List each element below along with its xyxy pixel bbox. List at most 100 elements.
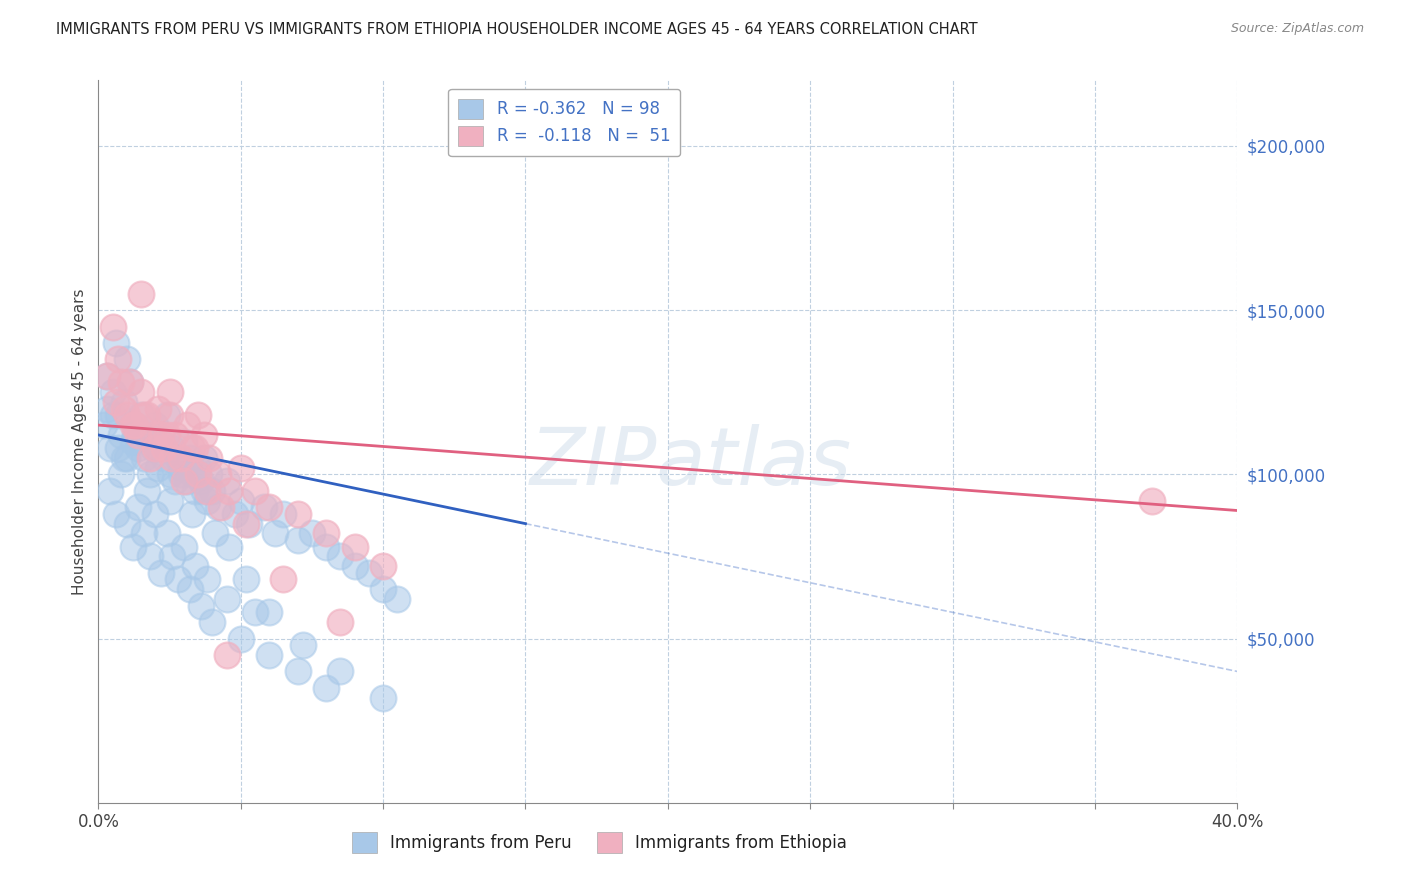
Point — [170, 460, 193, 475]
Point — [184, 483, 207, 498]
Point — [287, 507, 309, 521]
Point — [115, 516, 138, 531]
Point — [132, 409, 155, 423]
Point — [193, 428, 215, 442]
Point — [184, 559, 207, 574]
Point — [259, 500, 281, 515]
Point — [315, 681, 337, 695]
Point — [104, 507, 127, 521]
Point — [193, 450, 215, 465]
Point — [132, 526, 155, 541]
Point — [156, 409, 179, 423]
Point — [198, 467, 221, 482]
Point — [329, 615, 352, 630]
Point — [207, 500, 229, 515]
Point — [181, 507, 204, 521]
Point — [238, 516, 260, 531]
Text: Source: ZipAtlas.com: Source: ZipAtlas.com — [1230, 22, 1364, 36]
Point — [215, 474, 238, 488]
Point — [195, 573, 218, 587]
Point — [112, 395, 135, 409]
Point — [101, 409, 124, 423]
Point — [195, 493, 218, 508]
Point — [201, 615, 224, 630]
Point — [118, 376, 141, 390]
Point — [159, 493, 181, 508]
Point — [127, 428, 149, 442]
Point — [207, 467, 229, 482]
Point — [170, 467, 193, 482]
Point — [112, 450, 135, 465]
Point — [148, 441, 170, 455]
Point — [170, 450, 193, 465]
Point — [176, 418, 198, 433]
Point — [343, 559, 366, 574]
Point — [145, 441, 167, 455]
Point — [115, 352, 138, 367]
Point — [127, 500, 149, 515]
Point — [273, 573, 295, 587]
Point — [264, 526, 287, 541]
Point — [115, 450, 138, 465]
Point — [110, 467, 132, 482]
Point — [98, 483, 121, 498]
Point — [121, 540, 143, 554]
Point — [153, 450, 176, 465]
Point — [187, 467, 209, 482]
Point — [129, 286, 152, 301]
Point — [124, 418, 146, 433]
Point — [167, 450, 190, 465]
Point — [173, 434, 195, 449]
Point — [301, 526, 323, 541]
Point — [162, 450, 184, 465]
Point — [193, 483, 215, 498]
Point — [195, 483, 218, 498]
Point — [121, 418, 143, 433]
Point — [162, 549, 184, 564]
Point — [371, 690, 394, 705]
Point — [224, 507, 246, 521]
Point — [150, 434, 173, 449]
Point — [96, 368, 118, 383]
Point — [179, 450, 201, 465]
Point — [98, 441, 121, 455]
Point — [104, 336, 127, 351]
Point — [229, 460, 252, 475]
Point — [329, 549, 352, 564]
Point — [135, 483, 157, 498]
Point — [259, 648, 281, 662]
Point — [209, 500, 232, 515]
Point — [150, 566, 173, 580]
Point — [162, 441, 184, 455]
Point — [132, 450, 155, 465]
Point — [138, 450, 160, 465]
Point — [371, 559, 394, 574]
Point — [145, 507, 167, 521]
Point — [292, 638, 315, 652]
Point — [218, 540, 240, 554]
Point — [107, 352, 129, 367]
Legend: Immigrants from Peru, Immigrants from Ethiopia: Immigrants from Peru, Immigrants from Et… — [346, 826, 853, 860]
Point — [101, 319, 124, 334]
Point — [159, 385, 181, 400]
Point — [252, 500, 274, 515]
Point — [141, 428, 163, 442]
Point — [201, 483, 224, 498]
Point — [145, 418, 167, 433]
Point — [159, 467, 181, 482]
Point — [112, 401, 135, 416]
Point — [101, 385, 124, 400]
Point — [181, 467, 204, 482]
Point — [167, 573, 190, 587]
Point — [190, 474, 212, 488]
Point — [315, 526, 337, 541]
Point — [215, 592, 238, 607]
Point — [150, 428, 173, 442]
Point — [198, 450, 221, 465]
Point — [138, 549, 160, 564]
Point — [190, 599, 212, 613]
Point — [118, 376, 141, 390]
Point — [138, 467, 160, 482]
Text: IMMIGRANTS FROM PERU VS IMMIGRANTS FROM ETHIOPIA HOUSEHOLDER INCOME AGES 45 - 64: IMMIGRANTS FROM PERU VS IMMIGRANTS FROM … — [56, 22, 977, 37]
Point — [243, 483, 266, 498]
